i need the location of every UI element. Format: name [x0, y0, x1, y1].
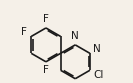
- Text: F: F: [43, 15, 49, 24]
- Text: F: F: [21, 27, 27, 37]
- Text: Cl: Cl: [94, 70, 104, 80]
- Text: F: F: [43, 65, 49, 75]
- Text: N: N: [93, 44, 101, 54]
- Text: N: N: [71, 31, 79, 41]
